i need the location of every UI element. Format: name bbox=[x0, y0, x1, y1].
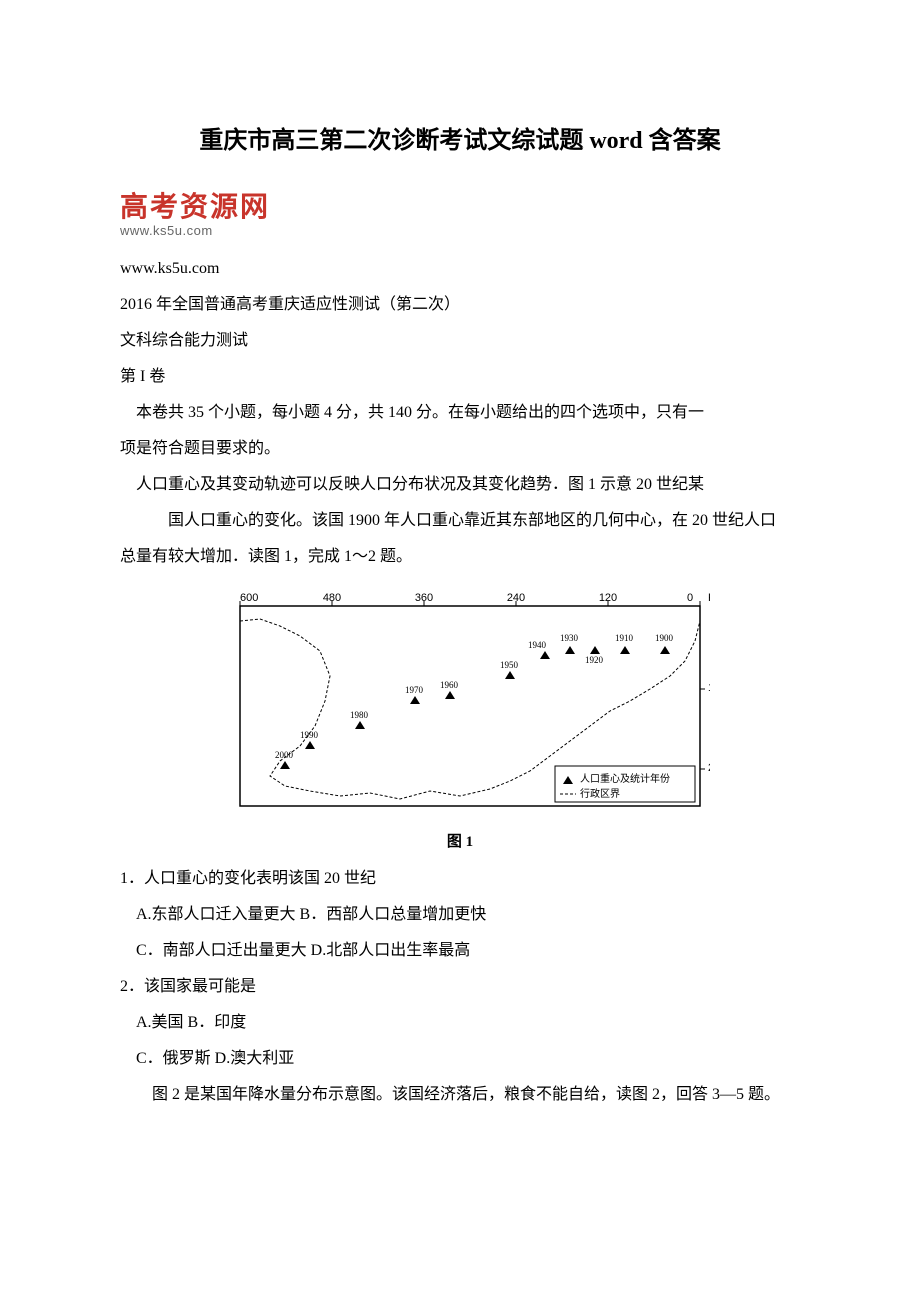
x-unit: Km bbox=[708, 592, 710, 604]
document-title: 重庆市高三第二次诊断考试文综试题 word 含答案 bbox=[120, 120, 800, 155]
legend-line-label: 行政区界 bbox=[580, 787, 620, 800]
passage1-line2: 国人口重心的变化。该国 1900 年人口重心靠近其东部地区的几何中心，在 20 … bbox=[120, 505, 800, 537]
svg-text:1930: 1930 bbox=[560, 633, 579, 643]
svg-text:1960: 1960 bbox=[440, 680, 459, 690]
instructions-line1: 本卷共 35 个小题，每小题 4 分，共 140 分。在每小题给出的四个选项中，… bbox=[120, 397, 800, 429]
legend-marker-label: 人口重心及统计年份 bbox=[580, 772, 670, 785]
exam-title-line2: 文科综合能力测试 bbox=[120, 325, 800, 357]
svg-text:2000: 2000 bbox=[275, 750, 294, 760]
passage1-line1: 人口重心及其变动轨迹可以反映人口分布状况及其变化趋势．图 1 示意 20 世纪某 bbox=[120, 469, 800, 501]
q1-options-cd: C．南部人口迁出量更大 D.北部人口出生率最高 bbox=[120, 935, 800, 967]
svg-text:1910: 1910 bbox=[615, 633, 634, 643]
svg-text:1980: 1980 bbox=[350, 710, 369, 720]
svg-text:1950: 1950 bbox=[500, 660, 519, 670]
svg-text:1920: 1920 bbox=[585, 655, 604, 665]
figure-1-container: 600 480 360 240 120 0 Km 120 240 2000 bbox=[120, 581, 800, 851]
logo-text: 高考资源网 bbox=[120, 185, 800, 225]
ytick-120: 120 bbox=[708, 682, 710, 694]
ytick-240: 240 bbox=[708, 762, 710, 774]
logo-url: www.ks5u.com bbox=[120, 223, 800, 238]
exam-section: 第 I 卷 bbox=[120, 361, 800, 393]
q1-stem: 1．人口重心的变化表明该国 20 世纪 bbox=[120, 863, 800, 895]
q2-options-cd: C．俄罗斯 D.澳大利亚 bbox=[120, 1043, 800, 1075]
svg-text:1990: 1990 bbox=[300, 730, 319, 740]
svg-text:1900: 1900 bbox=[655, 633, 674, 643]
logo-block: 高考资源网 www.ks5u.com bbox=[120, 185, 800, 238]
exam-title-line1: 2016 年全国普通高考重庆适应性测试（第二次） bbox=[120, 289, 800, 321]
svg-text:1940: 1940 bbox=[528, 640, 547, 650]
figure-1-caption: 图 1 bbox=[120, 830, 800, 851]
svg-text:1970: 1970 bbox=[405, 685, 424, 695]
xtick-0: 0 bbox=[687, 592, 693, 604]
q2-stem: 2．该国家最可能是 bbox=[120, 971, 800, 1003]
passage1-line3: 总量有较大增加．读图 1，完成 1～2 题。 bbox=[120, 541, 800, 573]
q2-options-ab: A.美国 B．印度 bbox=[120, 1007, 800, 1039]
instructions-line2: 项是符合题目要求的。 bbox=[120, 433, 800, 465]
passage2: 图 2 是某国年降水量分布示意图。该国经济落后，粮食不能自给，读图 2，回答 3… bbox=[120, 1079, 800, 1111]
header-url: www.ks5u.com bbox=[120, 253, 800, 285]
xtick-600: 600 bbox=[240, 592, 258, 604]
figure-1-map: 600 480 360 240 120 0 Km 120 240 2000 bbox=[210, 581, 710, 821]
q1-options-ab: A.东部人口迁入量更大 B．西部人口总量增加更快 bbox=[120, 899, 800, 931]
